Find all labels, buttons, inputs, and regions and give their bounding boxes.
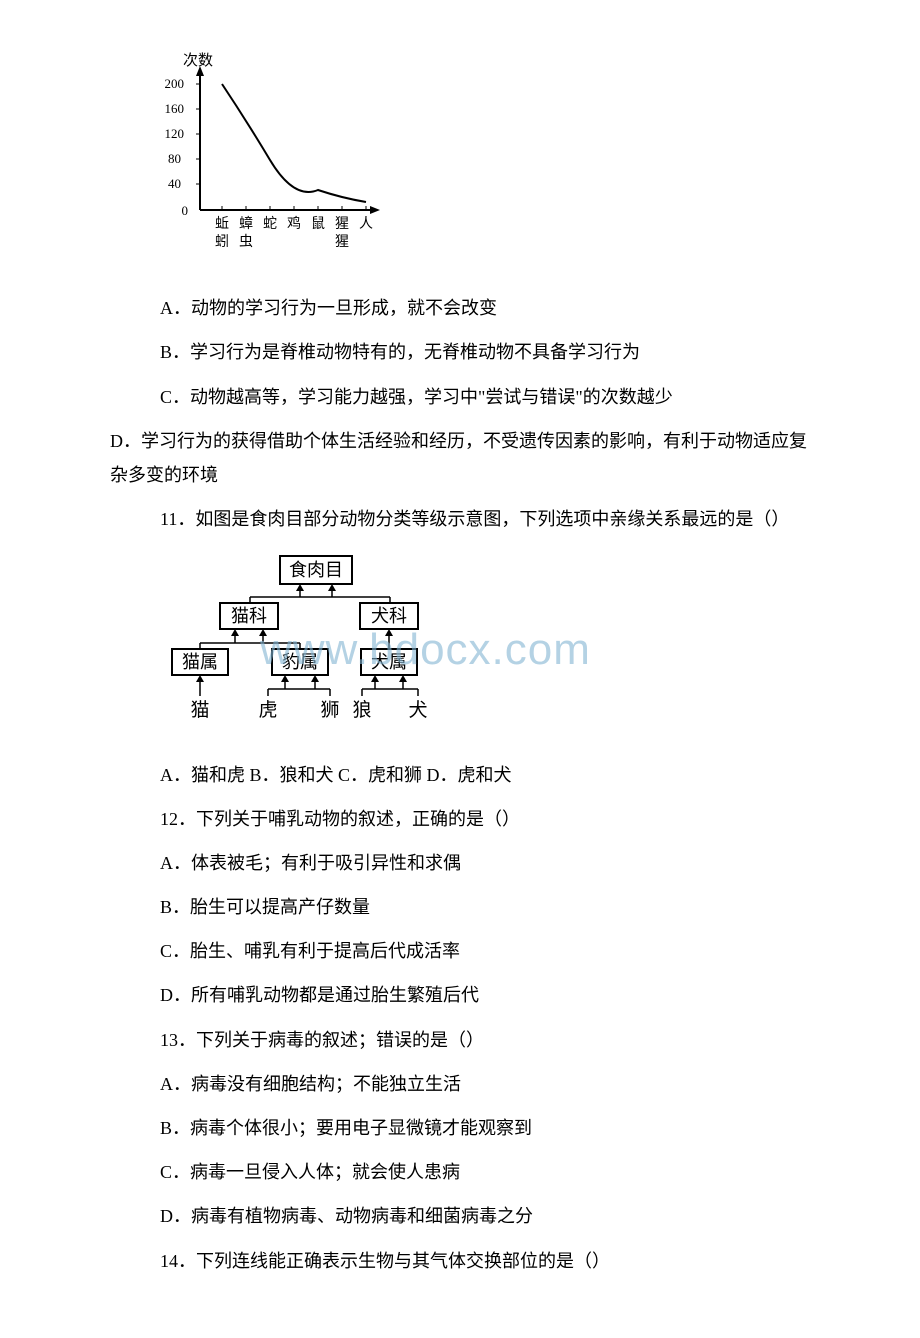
svg-text:虫: 虫	[239, 234, 253, 250]
q12-option-d: D．所有哺乳动物都是通过胎生繁殖后代	[160, 978, 860, 1012]
q10-option-d: D．学习行为的获得借助个体生活经验和经历，不受遗传因素的影响，有利于动物适应复杂…	[110, 424, 810, 492]
q10-option-b: B．学习行为是脊椎动物特有的，无脊椎动物不具备学习行为	[160, 335, 860, 369]
chart-learning-attempts: 次数 200 160 120 80 40 0 蚯 蟑 蛇 鸡 鼠 猩	[160, 50, 860, 271]
svg-text:200: 200	[165, 76, 185, 91]
svg-text:猫属: 猫属	[182, 652, 218, 672]
svg-text:虎: 虎	[258, 699, 277, 721]
svg-text:蚓: 蚓	[215, 234, 229, 250]
svg-text:0: 0	[182, 203, 189, 218]
svg-text:犬科: 犬科	[371, 606, 407, 626]
svg-text:狼: 狼	[352, 699, 371, 721]
svg-text:蛇: 蛇	[263, 216, 277, 232]
svg-text:40: 40	[168, 176, 181, 191]
svg-text:人: 人	[359, 216, 373, 232]
q13-option-b: B．病毒个体很小；要用电子显微镜才能观察到	[160, 1111, 860, 1145]
svg-text:120: 120	[165, 126, 185, 141]
svg-text:猫科: 猫科	[231, 606, 267, 626]
svg-text:猩: 猩	[335, 234, 349, 250]
q12-option-b: B．胎生可以提高产仔数量	[160, 890, 860, 924]
svg-text:犬属: 犬属	[371, 652, 407, 672]
svg-text:猩: 猩	[335, 216, 349, 232]
svg-text:狮: 狮	[320, 699, 339, 721]
svg-text:豹属: 豹属	[282, 652, 318, 672]
q12-text: 12．下列关于哺乳动物的叙述，正确的是（）	[160, 802, 860, 836]
y-axis-label: 次数	[183, 52, 213, 69]
q13-text: 13．下列关于病毒的叙述；错误的是（）	[160, 1023, 860, 1057]
svg-text:犬: 犬	[408, 699, 427, 721]
taxonomy-diagram: 食肉目 猫科 犬科 猫属 豹属 犬属	[160, 551, 860, 742]
q12-option-c: C．胎生、哺乳有利于提高后代成活率	[160, 934, 860, 968]
svg-text:鼠: 鼠	[311, 216, 325, 232]
q10-option-c: C．动物越高等，学习能力越强，学习中"尝试与错误"的次数越少	[160, 380, 860, 414]
q13-option-a: A．病毒没有细胞结构；不能独立生活	[160, 1067, 860, 1101]
q11-text: 11．如图是食肉目部分动物分类等级示意图，下列选项中亲缘关系最远的是（）	[160, 502, 860, 536]
svg-text:食肉目: 食肉目	[289, 560, 343, 580]
q11-options: A．猫和虎 B．狼和犬 C．虎和狮 D．虎和犬	[160, 758, 860, 792]
svg-text:80: 80	[168, 151, 181, 166]
svg-text:鸡: 鸡	[287, 215, 301, 232]
svg-text:160: 160	[165, 101, 185, 116]
q10-option-a: A．动物的学习行为一旦形成，就不会改变	[160, 291, 860, 325]
q12-option-a: A．体表被毛；有利于吸引异性和求偶	[160, 846, 860, 880]
q13-option-d: D．病毒有植物病毒、动物病毒和细菌病毒之分	[160, 1199, 860, 1233]
q14-text: 14．下列连线能正确表示生物与其气体交换部位的是（）	[160, 1244, 860, 1278]
q13-option-c: C．病毒一旦侵入人体；就会使人患病	[160, 1155, 860, 1189]
svg-text:蚯: 蚯	[215, 216, 229, 232]
svg-text:猫: 猫	[190, 699, 209, 721]
svg-text:蟑: 蟑	[239, 216, 253, 232]
